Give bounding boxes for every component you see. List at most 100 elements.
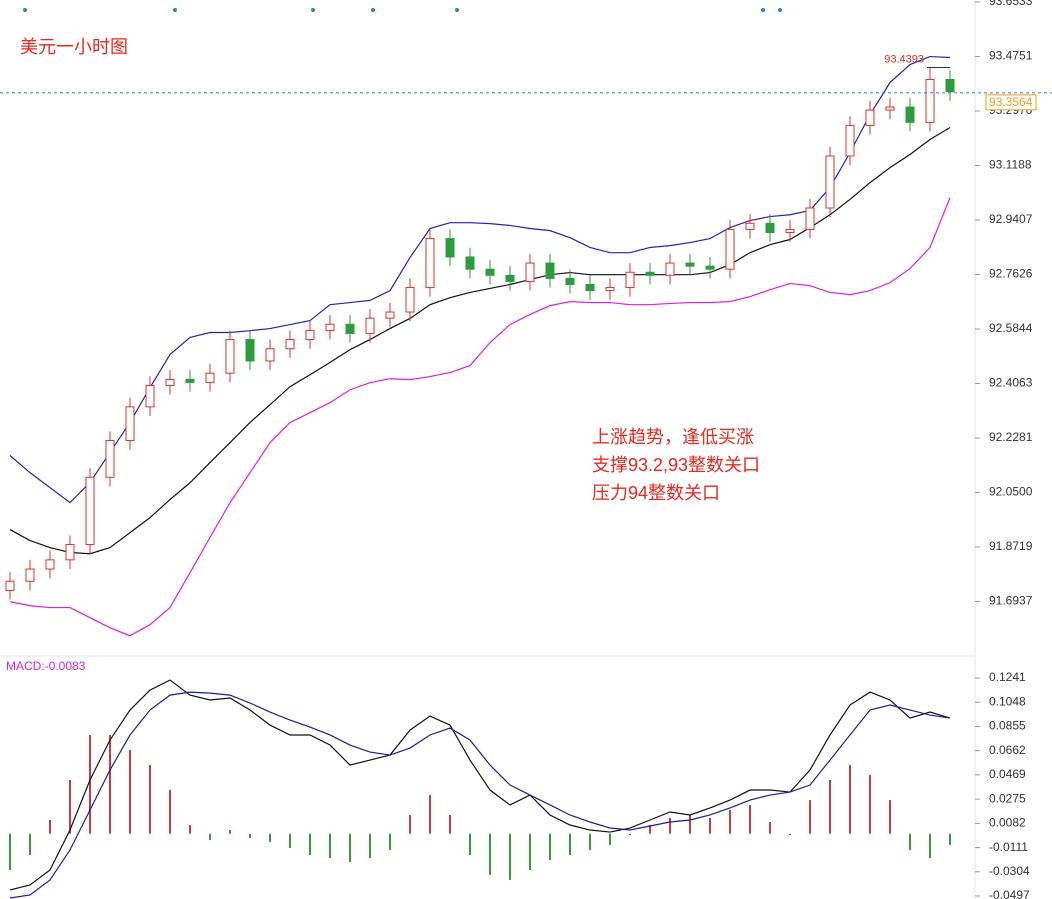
y-tick-label: 93.4751: [989, 49, 1033, 63]
macd-bar: [89, 734, 91, 834]
candle-body: [485, 268, 495, 276]
candle-body: [865, 109, 875, 126]
candle-body: [5, 580, 15, 591]
band-line: [9, 197, 951, 637]
y-tick-label: 0.0275: [989, 791, 1026, 805]
macd-bar: [469, 833, 471, 855]
macd-bar: [409, 814, 411, 834]
band-line: [9, 55, 951, 504]
y-tick-label: 93.6533: [989, 0, 1033, 8]
candle-body: [265, 348, 275, 362]
macd-bar: [269, 833, 271, 842]
candle-body: [505, 274, 515, 282]
candle-body: [125, 406, 135, 442]
candle-body: [145, 384, 155, 408]
macd-bar: [309, 833, 311, 855]
y-tick-label: 92.7626: [989, 267, 1033, 281]
macd-bar: [329, 833, 331, 858]
candle-body: [685, 262, 695, 267]
y-tick-label: 0.0855: [989, 719, 1026, 733]
candle-body: [825, 155, 835, 209]
candle-body: [585, 283, 595, 292]
macd-line: [9, 679, 951, 891]
candle-body: [545, 262, 555, 279]
macd-bar: [609, 833, 611, 845]
y-tick-label: 92.4063: [989, 376, 1033, 390]
y-tick-label: 0.0469: [989, 767, 1026, 781]
macd-bar: [49, 820, 51, 834]
y-tick-label: 93.1188: [989, 158, 1032, 172]
macd-bar: [69, 780, 71, 834]
candle-body: [845, 124, 855, 157]
macd-bar: [289, 833, 291, 848]
macd-bar: [649, 825, 651, 834]
last-price-label: 93.3564: [989, 95, 1033, 109]
y-tick-label: 0.1241: [989, 670, 1026, 684]
macd-bar: [909, 833, 911, 850]
candle-body: [785, 228, 795, 233]
macd-bar: [509, 833, 511, 880]
chart-title: 美元一小时图: [20, 37, 128, 57]
macd-bar: [449, 814, 451, 834]
macd-bar: [149, 765, 151, 834]
macd-bar: [429, 795, 431, 834]
macd-bar: [169, 790, 171, 834]
y-tick-label: 0.0082: [989, 816, 1026, 830]
candle-body: [605, 287, 615, 292]
macd-bar: [749, 804, 751, 834]
macd-label: MACD:-0.0083: [6, 659, 86, 673]
macd-bar: [29, 833, 31, 855]
candle-body: [285, 339, 295, 350]
candle-body: [525, 262, 535, 282]
candle-body: [645, 271, 655, 276]
band-line: [9, 127, 951, 555]
candle-body: [105, 440, 115, 478]
candle-body: [885, 106, 895, 111]
candle-body: [445, 238, 455, 258]
macd-bar: [669, 817, 671, 834]
macd-bar: [889, 800, 891, 834]
candle-body: [65, 544, 75, 561]
macd-bar: [129, 750, 131, 834]
macd-bar: [389, 833, 391, 850]
candle-body: [245, 339, 255, 362]
macd-bar: [769, 822, 771, 834]
macd-bar: [109, 734, 111, 834]
y-tick-label: -0.0497: [989, 888, 1030, 899]
y-tick-label: 92.0500: [989, 485, 1033, 499]
y-tick-label: -0.0111: [989, 840, 1028, 854]
candle-body: [405, 287, 415, 313]
last-price-box: [985, 94, 1037, 111]
macd-bar: [849, 765, 851, 834]
candle-body: [725, 228, 735, 270]
candle-body: [345, 323, 355, 334]
candle-body: [45, 559, 55, 570]
candle-body: [365, 317, 375, 334]
candle-body: [85, 476, 95, 546]
macd-bar: [229, 830, 231, 834]
candle-body: [205, 372, 215, 383]
y-tick-label: 92.2281: [989, 430, 1033, 444]
macd-bar: [369, 833, 371, 858]
candle-body: [705, 265, 715, 270]
macd-bar: [829, 780, 831, 834]
macd-bar: [929, 833, 931, 858]
annotation: 上涨趋势，逢低买涨: [592, 427, 754, 447]
event-marker: [455, 8, 459, 12]
event-marker: [311, 8, 315, 12]
y-tick-label: 0.1048: [989, 694, 1026, 708]
event-marker: [23, 8, 27, 12]
macd-bar: [249, 833, 251, 839]
candle-body: [805, 207, 815, 230]
candle-body: [325, 323, 335, 331]
macd-bar: [529, 833, 531, 871]
candle-body: [565, 277, 575, 285]
candle-body: [905, 106, 915, 123]
annotation: 支撑93.2,93整数关口: [592, 455, 760, 475]
event-markers: [23, 8, 782, 12]
candle-body: [225, 339, 235, 374]
candle-body: [465, 256, 475, 270]
y-tick-label: 0.0662: [989, 743, 1026, 757]
